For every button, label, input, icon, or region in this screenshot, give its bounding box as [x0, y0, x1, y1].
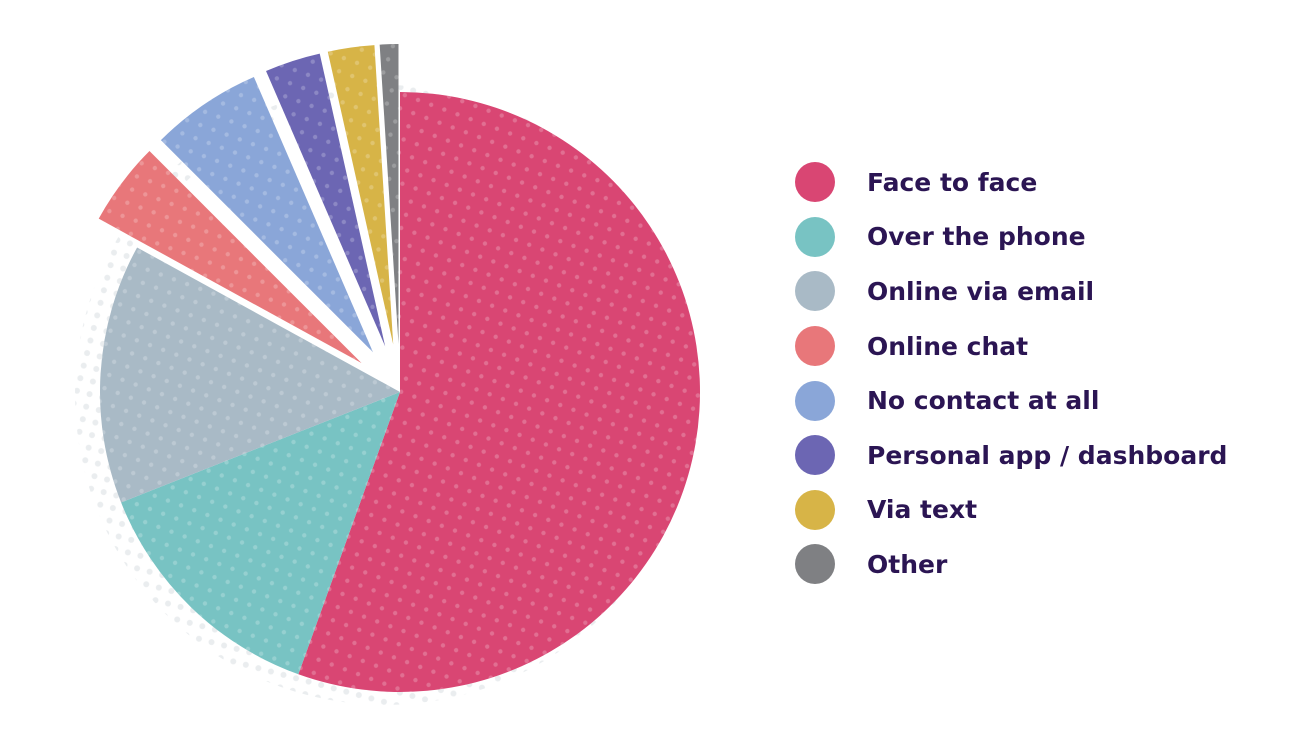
pie-chart	[75, 44, 700, 705]
legend-label: Via text	[867, 495, 978, 525]
legend-item: Personal app / dashboard	[795, 428, 1227, 483]
pie-slice-personal-app-dashboard	[266, 53, 386, 347]
legend-swatch	[795, 162, 835, 203]
legend-item: Online via email	[795, 264, 1227, 319]
legend-item: No contact at all	[795, 373, 1227, 428]
pie-slices	[98, 44, 700, 692]
legend-item: Other	[795, 537, 1227, 592]
legend-swatch	[795, 544, 835, 585]
pie-slice-texture	[379, 44, 399, 345]
legend-label: Online via email	[867, 276, 1095, 306]
legend-item: Over the phone	[795, 210, 1227, 265]
pie-slice-online-via-email	[99, 247, 400, 503]
legend-swatch	[795, 435, 835, 476]
legend-label: Over the phone	[867, 222, 1086, 252]
legend-item: Via text	[795, 483, 1227, 538]
legend-label: Personal app / dashboard	[867, 440, 1228, 470]
pie-slice-online-chat	[98, 151, 362, 364]
legend-label: Face to face	[867, 167, 1038, 197]
legend-swatch	[795, 380, 835, 421]
pie-slice-face-to-face	[298, 92, 700, 692]
legend-swatch	[795, 489, 835, 530]
pie-slice-texture	[121, 392, 401, 675]
pie-slice-other	[379, 44, 399, 345]
legend-label: Other	[867, 549, 948, 579]
legend-swatch	[795, 326, 835, 367]
pie-slice-texture	[160, 76, 374, 353]
chart-legend: Face to face Over the phone Online via e…	[795, 155, 1227, 592]
legend-item: Online chat	[795, 319, 1227, 374]
pie-slice-via-text	[327, 45, 394, 345]
pie-slice-texture	[266, 53, 386, 347]
legend-swatch	[795, 271, 835, 312]
legend-label: No contact at all	[867, 386, 1100, 416]
legend-item: Face to face	[795, 155, 1227, 210]
legend-swatch	[795, 216, 835, 257]
pie-slice-texture	[327, 45, 394, 345]
pie-slice-no-contact-at-all	[160, 76, 374, 353]
pie-slice-texture	[99, 247, 400, 503]
pie-slice-over-the-phone	[121, 392, 401, 675]
pie-slice-texture	[98, 151, 362, 364]
pie-slice-texture	[298, 92, 700, 692]
legend-label: Online chat	[867, 331, 1029, 361]
